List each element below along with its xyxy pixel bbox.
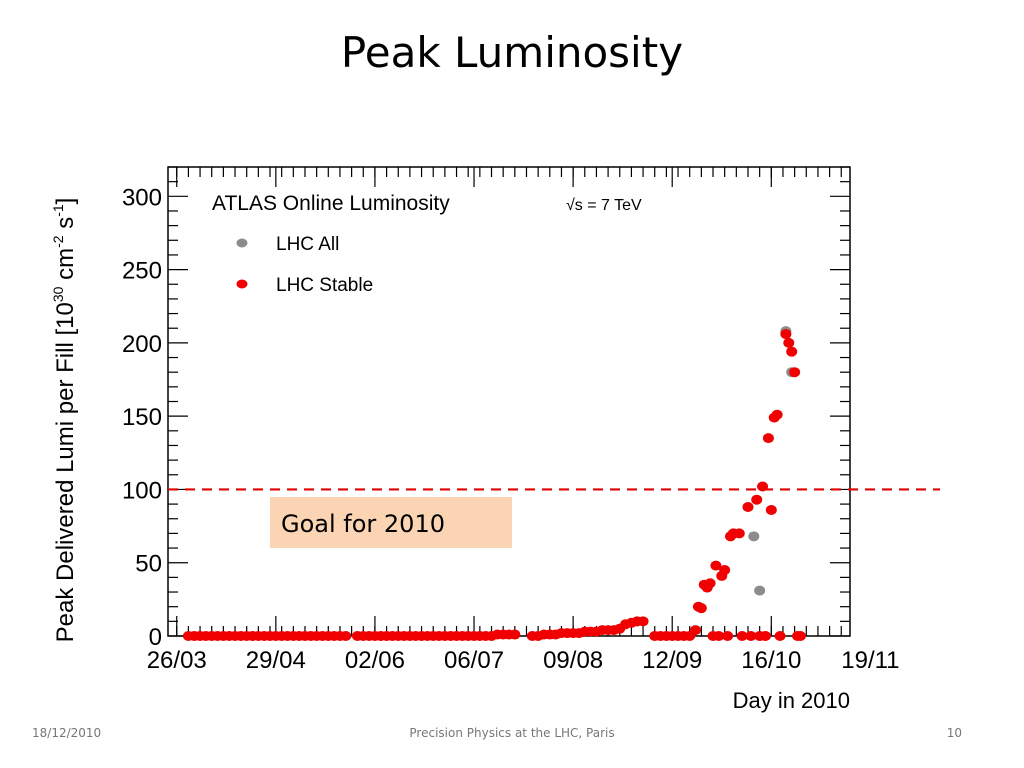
legend: LHC All LHC Stable — [236, 234, 373, 296]
data-point — [710, 560, 722, 571]
data-point — [780, 329, 792, 340]
data-point — [783, 337, 795, 348]
x-tick-label: 09/08 — [543, 647, 603, 674]
y-label-exp2: -2 — [50, 235, 66, 248]
plot-frame — [167, 166, 851, 637]
data-point — [789, 367, 801, 378]
data-point — [742, 502, 754, 513]
y-tick-label: 100 — [122, 477, 162, 504]
data-point — [690, 625, 702, 636]
data-point — [794, 631, 806, 641]
x-tick-label: 12/09 — [642, 647, 702, 674]
y-tick-label: 150 — [122, 404, 162, 431]
series-lhc-all — [748, 326, 798, 596]
y-tick-label: 0 — [149, 624, 162, 651]
data-point — [733, 528, 745, 539]
data-point — [771, 409, 783, 420]
data-point — [722, 631, 734, 641]
axis-ticks-group — [168, 166, 850, 637]
luminosity-chart: 0 50 100 150 200 250 300 26/03 29/04 02/06 06/07 09… — [50, 166, 940, 713]
y-axis-label: Peak Delivered Lumi per Fill [1030 cm-2 … — [50, 198, 79, 643]
slide-title: Peak Luminosity — [340, 28, 684, 77]
chart-title: ATLAS Online Luminosity — [212, 192, 450, 215]
data-point — [759, 631, 771, 641]
page-number: 10 — [946, 726, 962, 740]
y-tick-label: 50 — [135, 551, 162, 578]
plot-frame-group — [167, 166, 851, 637]
legend-label: LHC Stable — [276, 275, 373, 296]
y-tick-label: 250 — [122, 258, 162, 285]
footer-date: 18/12/2010 — [32, 726, 102, 740]
y-tick-label: 200 — [122, 331, 162, 358]
goal-annotation-text: Goal for 2010 — [281, 510, 445, 538]
data-point — [719, 565, 731, 576]
goal-annotation-box — [270, 497, 512, 548]
data-point — [509, 629, 521, 640]
data-point — [754, 585, 766, 596]
data-point — [751, 494, 763, 505]
data-point — [704, 578, 716, 589]
legend-marker — [236, 238, 248, 248]
data-point — [637, 616, 649, 627]
x-tick-label: 26/03 — [147, 647, 207, 674]
x-tick-label: 16/10 — [741, 647, 801, 674]
series-lhc-stable — [182, 329, 806, 641]
data-point — [748, 531, 760, 542]
legend-label: LHC All — [276, 234, 339, 255]
y-label-main: Peak Delivered Lumi per Fill [10 — [52, 302, 79, 642]
data-point — [765, 504, 777, 515]
footer-center-text: Precision Physics at the LHC, Paris — [409, 726, 615, 740]
y-label-end: ] — [52, 198, 79, 205]
data-point — [774, 631, 786, 641]
data-point — [762, 433, 774, 444]
data-point — [340, 631, 352, 641]
data-points-group — [182, 326, 806, 641]
data-point — [713, 631, 725, 641]
y-label-mid: cm — [52, 248, 79, 287]
tick-labels-group: 0 50 100 150 200 250 300 26/03 29/04 02/06 06/07 09… — [122, 184, 900, 674]
x-tick-label: 29/04 — [246, 647, 306, 674]
data-point — [695, 603, 707, 614]
y-label-mid2: s — [52, 217, 79, 236]
data-point — [786, 346, 798, 357]
data-point — [745, 631, 757, 641]
x-tick-label: 06/07 — [444, 647, 504, 674]
x-tick-label: 02/06 — [345, 647, 405, 674]
energy-label: √s = 7 TeV — [566, 197, 642, 214]
data-point — [736, 631, 748, 641]
legend-marker — [236, 279, 248, 289]
x-tick-label: 19/11 — [841, 647, 899, 674]
y-tick-label: 300 — [122, 184, 162, 211]
y-label-exp1: 30 — [50, 286, 66, 302]
x-axis-label: Day in 2010 — [733, 688, 850, 713]
y-label-exp3: -1 — [50, 204, 66, 217]
data-point — [757, 481, 769, 492]
